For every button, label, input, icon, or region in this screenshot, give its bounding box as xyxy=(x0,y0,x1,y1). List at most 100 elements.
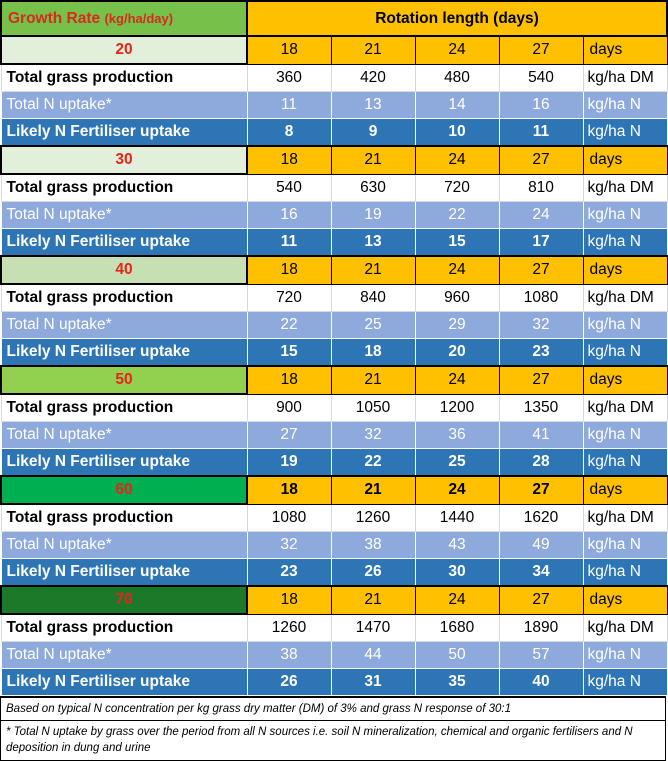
total-grass-production-row: Total grass production 900 1050 1200 1350 kg/… xyxy=(0,393,668,422)
likely-n-fertiliser-uptake-label: Likely N Fertiliser uptake xyxy=(0,338,248,367)
likely-n-fertiliser-uptake-row: Likely N Fertiliser uptake 26 31 35 40 kg/ha … xyxy=(0,668,668,696)
rotation-days-cell: 21 xyxy=(330,255,416,285)
total-n-uptake-unit: kg/ha N xyxy=(582,311,668,339)
total-grass-production-label: Total grass production xyxy=(0,63,248,92)
total-n-uptake-value: 14 xyxy=(414,91,500,119)
total-n-uptake-label: Total N uptake* xyxy=(0,201,248,229)
total-grass-production-value: 810 xyxy=(498,173,584,202)
likely-n-fertiliser-uptake-unit: kg/ha N xyxy=(582,448,668,477)
total-grass-production-value: 1050 xyxy=(330,393,416,422)
rotation-days-cell: 27 xyxy=(498,365,584,395)
rotation-days-cell: 21 xyxy=(330,585,416,615)
total-n-uptake-value: 32 xyxy=(330,421,416,449)
total-grass-production-label: Total grass production xyxy=(0,613,248,642)
total-n-uptake-row: Total N uptake* 38 44 50 57 kg/ha N xyxy=(0,641,668,669)
total-grass-production-value: 1260 xyxy=(330,503,416,532)
total-grass-production-value: 540 xyxy=(246,173,332,202)
total-grass-production-unit: kg/ha DM xyxy=(582,393,668,422)
total-n-uptake-value: 36 xyxy=(414,421,500,449)
total-grass-production-unit: kg/ha DM xyxy=(582,283,668,312)
rotation-days-cell: 24 xyxy=(414,585,500,615)
footnotes: Based on typical N concentration per kg … xyxy=(0,696,666,761)
likely-n-fertiliser-uptake-value: 23 xyxy=(246,558,332,587)
rotation-length-header: Rotation length (days) xyxy=(245,0,668,37)
likely-n-fertiliser-uptake-value: 23 xyxy=(498,338,584,367)
total-n-uptake-value: 38 xyxy=(330,531,416,559)
likely-n-fertiliser-uptake-label: Likely N Fertiliser uptake xyxy=(0,558,248,587)
likely-n-fertiliser-uptake-value: 18 xyxy=(330,338,416,367)
likely-n-fertiliser-uptake-value: 11 xyxy=(498,118,584,147)
rotation-days-cell: 18 xyxy=(246,145,332,175)
rotation-days-cell: 24 xyxy=(414,145,500,175)
total-n-uptake-value: 13 xyxy=(330,91,416,119)
likely-n-fertiliser-uptake-value: 34 xyxy=(498,558,584,587)
total-grass-production-value: 1080 xyxy=(246,503,332,532)
growth-rate-value: 60 xyxy=(0,475,248,505)
rotation-unit-cell: days xyxy=(582,145,668,175)
total-n-uptake-value: 49 xyxy=(498,531,584,559)
likely-n-fertiliser-uptake-value: 17 xyxy=(498,228,584,257)
likely-n-fertiliser-uptake-value: 15 xyxy=(414,228,500,257)
total-grass-production-label: Total grass production xyxy=(0,393,248,422)
likely-n-fertiliser-uptake-row: Likely N Fertiliser uptake 8 9 10 11 kg/ha N xyxy=(0,118,668,147)
total-n-uptake-label: Total N uptake* xyxy=(0,91,248,119)
likely-n-fertiliser-uptake-unit: kg/ha N xyxy=(582,118,668,147)
total-n-uptake-value: 22 xyxy=(246,311,332,339)
likely-n-fertiliser-uptake-value: 31 xyxy=(330,668,416,696)
total-n-uptake-row: Total N uptake* 27 32 36 41 kg/ha N xyxy=(0,421,668,449)
total-n-uptake-value: 16 xyxy=(498,91,584,119)
total-n-uptake-value: 24 xyxy=(498,201,584,229)
total-n-uptake-value: 16 xyxy=(246,201,332,229)
total-grass-production-value: 1470 xyxy=(330,613,416,642)
likely-n-fertiliser-uptake-value: 30 xyxy=(414,558,500,587)
rotation-unit-cell: days xyxy=(582,35,668,65)
total-n-uptake-value: 41 xyxy=(498,421,584,449)
likely-n-fertiliser-uptake-row: Likely N Fertiliser uptake 19 22 25 28 kg/ha … xyxy=(0,448,668,477)
rotation-unit-cell: days xyxy=(582,475,668,505)
growth-rate-row: 60 18 21 24 27 days xyxy=(0,475,668,505)
total-n-uptake-label: Total N uptake* xyxy=(0,311,248,339)
total-grass-production-value: 1440 xyxy=(414,503,500,532)
growth-rate-unit: (kg/ha/day) xyxy=(104,11,174,26)
growth-rate-header: Growth Rate (kg/ha/day) xyxy=(0,0,248,37)
rotation-table: Growth Rate (kg/ha/day) Rotation length … xyxy=(0,0,668,696)
total-grass-production-label: Total grass production xyxy=(0,173,248,202)
rotation-days-cell: 18 xyxy=(246,365,332,395)
likely-n-fertiliser-uptake-label: Likely N Fertiliser uptake xyxy=(0,448,248,477)
total-grass-production-value: 900 xyxy=(246,393,332,422)
total-n-uptake-label: Total N uptake* xyxy=(0,421,248,449)
likely-n-fertiliser-uptake-row: Likely N Fertiliser uptake 11 13 15 17 kg/ha … xyxy=(0,228,668,257)
rotation-days-cell: 18 xyxy=(246,35,332,65)
likely-n-fertiliser-uptake-unit: kg/ha N xyxy=(582,338,668,367)
rotation-days-cell: 18 xyxy=(246,585,332,615)
total-grass-production-value: 720 xyxy=(414,173,500,202)
likely-n-fertiliser-uptake-row: Likely N Fertiliser uptake 23 26 30 34 kg/ha … xyxy=(0,558,668,587)
likely-n-fertiliser-uptake-value: 8 xyxy=(246,118,332,147)
total-grass-production-row: Total grass production 1080 1260 1440 1620 kg… xyxy=(0,503,668,532)
total-grass-production-value: 1890 xyxy=(498,613,584,642)
footnote-basis: Based on typical N concentration per kg … xyxy=(1,698,665,721)
total-n-uptake-row: Total N uptake* 22 25 29 32 kg/ha N xyxy=(0,311,668,339)
total-n-uptake-label: Total N uptake* xyxy=(0,531,248,559)
growth-rate-value: 20 xyxy=(0,35,248,65)
likely-n-fertiliser-uptake-value: 28 xyxy=(498,448,584,477)
growth-rate-row: 50 18 21 24 27 days xyxy=(0,365,668,395)
rotation-days-cell: 27 xyxy=(498,145,584,175)
total-n-uptake-row: Total N uptake* 16 19 22 24 kg/ha N xyxy=(0,201,668,229)
total-n-uptake-value: 22 xyxy=(414,201,500,229)
total-grass-production-value: 1260 xyxy=(246,613,332,642)
likely-n-fertiliser-uptake-unit: kg/ha N xyxy=(582,558,668,587)
total-n-uptake-row: Total N uptake* 32 38 43 49 kg/ha N xyxy=(0,531,668,559)
total-n-uptake-label: Total N uptake* xyxy=(0,641,248,669)
total-grass-production-value: 720 xyxy=(246,283,332,312)
likely-n-fertiliser-uptake-value: 19 xyxy=(246,448,332,477)
total-grass-production-value: 960 xyxy=(414,283,500,312)
total-grass-production-value: 1620 xyxy=(498,503,584,532)
rotation-days-cell: 21 xyxy=(330,145,416,175)
growth-rate-value: 30 xyxy=(0,145,248,175)
likely-n-fertiliser-uptake-value: 13 xyxy=(330,228,416,257)
likely-n-fertiliser-uptake-label: Likely N Fertiliser uptake xyxy=(0,118,248,147)
likely-n-fertiliser-uptake-value: 25 xyxy=(414,448,500,477)
total-n-uptake-value: 43 xyxy=(414,531,500,559)
total-n-uptake-unit: kg/ha N xyxy=(582,201,668,229)
